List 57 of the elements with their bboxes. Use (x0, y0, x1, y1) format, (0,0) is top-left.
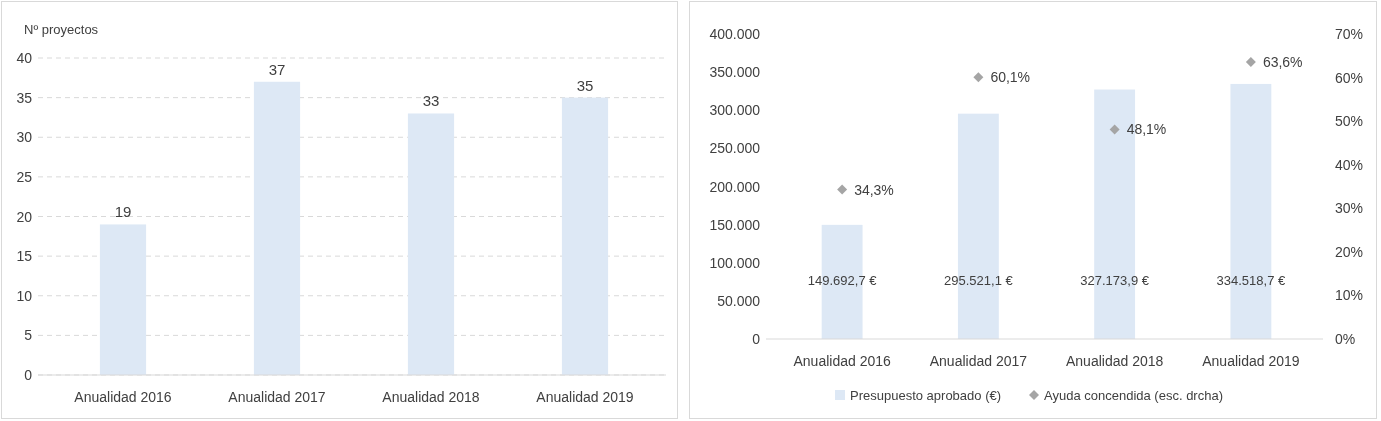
data-label: 19 (114, 203, 132, 221)
y-tick-label: 15 (16, 248, 33, 265)
data-label: 34,3% (854, 181, 894, 198)
y-tick-label: 35 (16, 89, 33, 106)
x-tick-label: Anualidad 2018 (1065, 353, 1164, 369)
y2-tick-label: 50% (1335, 113, 1364, 130)
y-tick-label: 30 (16, 129, 33, 146)
data-label: 48,1% (1126, 121, 1167, 138)
bar (99, 224, 147, 375)
y2-tick-label: 0% (1335, 331, 1356, 347)
y-tick-label: 400.000 (709, 26, 761, 42)
y-tick-label: 300.000 (709, 102, 761, 119)
y2-tick-label: 60% (1335, 69, 1364, 86)
y-tick-label: 350.000 (709, 64, 761, 81)
data-label: 334.518,7 € (1216, 273, 1286, 288)
x-tick-label: Anualidad 2017 (228, 389, 326, 405)
bar (253, 81, 301, 375)
y2-tick-label: 40% (1335, 156, 1364, 173)
y-tick-label: 150.000 (709, 216, 761, 233)
y-tick-label: 250.000 (709, 140, 761, 157)
y-tick-label: 20 (16, 208, 33, 225)
y2-tick-label: 70% (1335, 26, 1364, 42)
data-label: 295.521,1 € (944, 273, 1014, 288)
data-label: 33 (422, 92, 440, 110)
data-label: 37 (268, 60, 286, 78)
y2-tick-label: 10% (1335, 287, 1364, 304)
x-tick-label: Anualidad 2019 (536, 389, 634, 405)
point (1109, 124, 1120, 135)
data-label: 35 (576, 76, 594, 94)
y-tick-label: 25 (16, 168, 33, 185)
y-tick-label: 0 (752, 331, 761, 347)
y2-tick-label: 30% (1335, 200, 1364, 217)
x-tick-label: Anualidad 2016 (74, 389, 172, 405)
data-label: 63,6% (1262, 53, 1303, 70)
data-label: 60,1% (990, 69, 1031, 86)
bar (561, 97, 609, 375)
x-tick-label: Anualidad 2016 (793, 353, 891, 369)
legend-label: Presupuesto aprobado (€) (850, 388, 1002, 403)
y-tick-label: 40 (16, 50, 33, 66)
point (973, 72, 984, 83)
y-tick-label: 200.000 (709, 178, 761, 195)
data-label: 327.173,9 € (1080, 273, 1150, 288)
y2-tick-label: 20% (1335, 243, 1364, 260)
point (1245, 56, 1256, 67)
point (837, 184, 848, 195)
y-tick-label: 10 (16, 287, 33, 304)
x-tick-label: Anualidad 2017 (929, 353, 1028, 369)
y-axis-title: Nº proyectos (24, 22, 99, 37)
y-tick-label: 100.000 (709, 254, 761, 271)
y-tick-label: 0 (24, 367, 33, 383)
data-label: 149.692,7 € (807, 273, 878, 288)
legend-label: Ayuda concendida (esc. drcha) (1044, 388, 1223, 403)
x-tick-label: Anualidad 2018 (382, 389, 480, 405)
y-tick-label: 5 (24, 327, 33, 344)
bar (407, 113, 455, 375)
y-tick-label: 50.000 (717, 292, 761, 309)
x-tick-label: Anualidad 2019 (1202, 353, 1300, 369)
